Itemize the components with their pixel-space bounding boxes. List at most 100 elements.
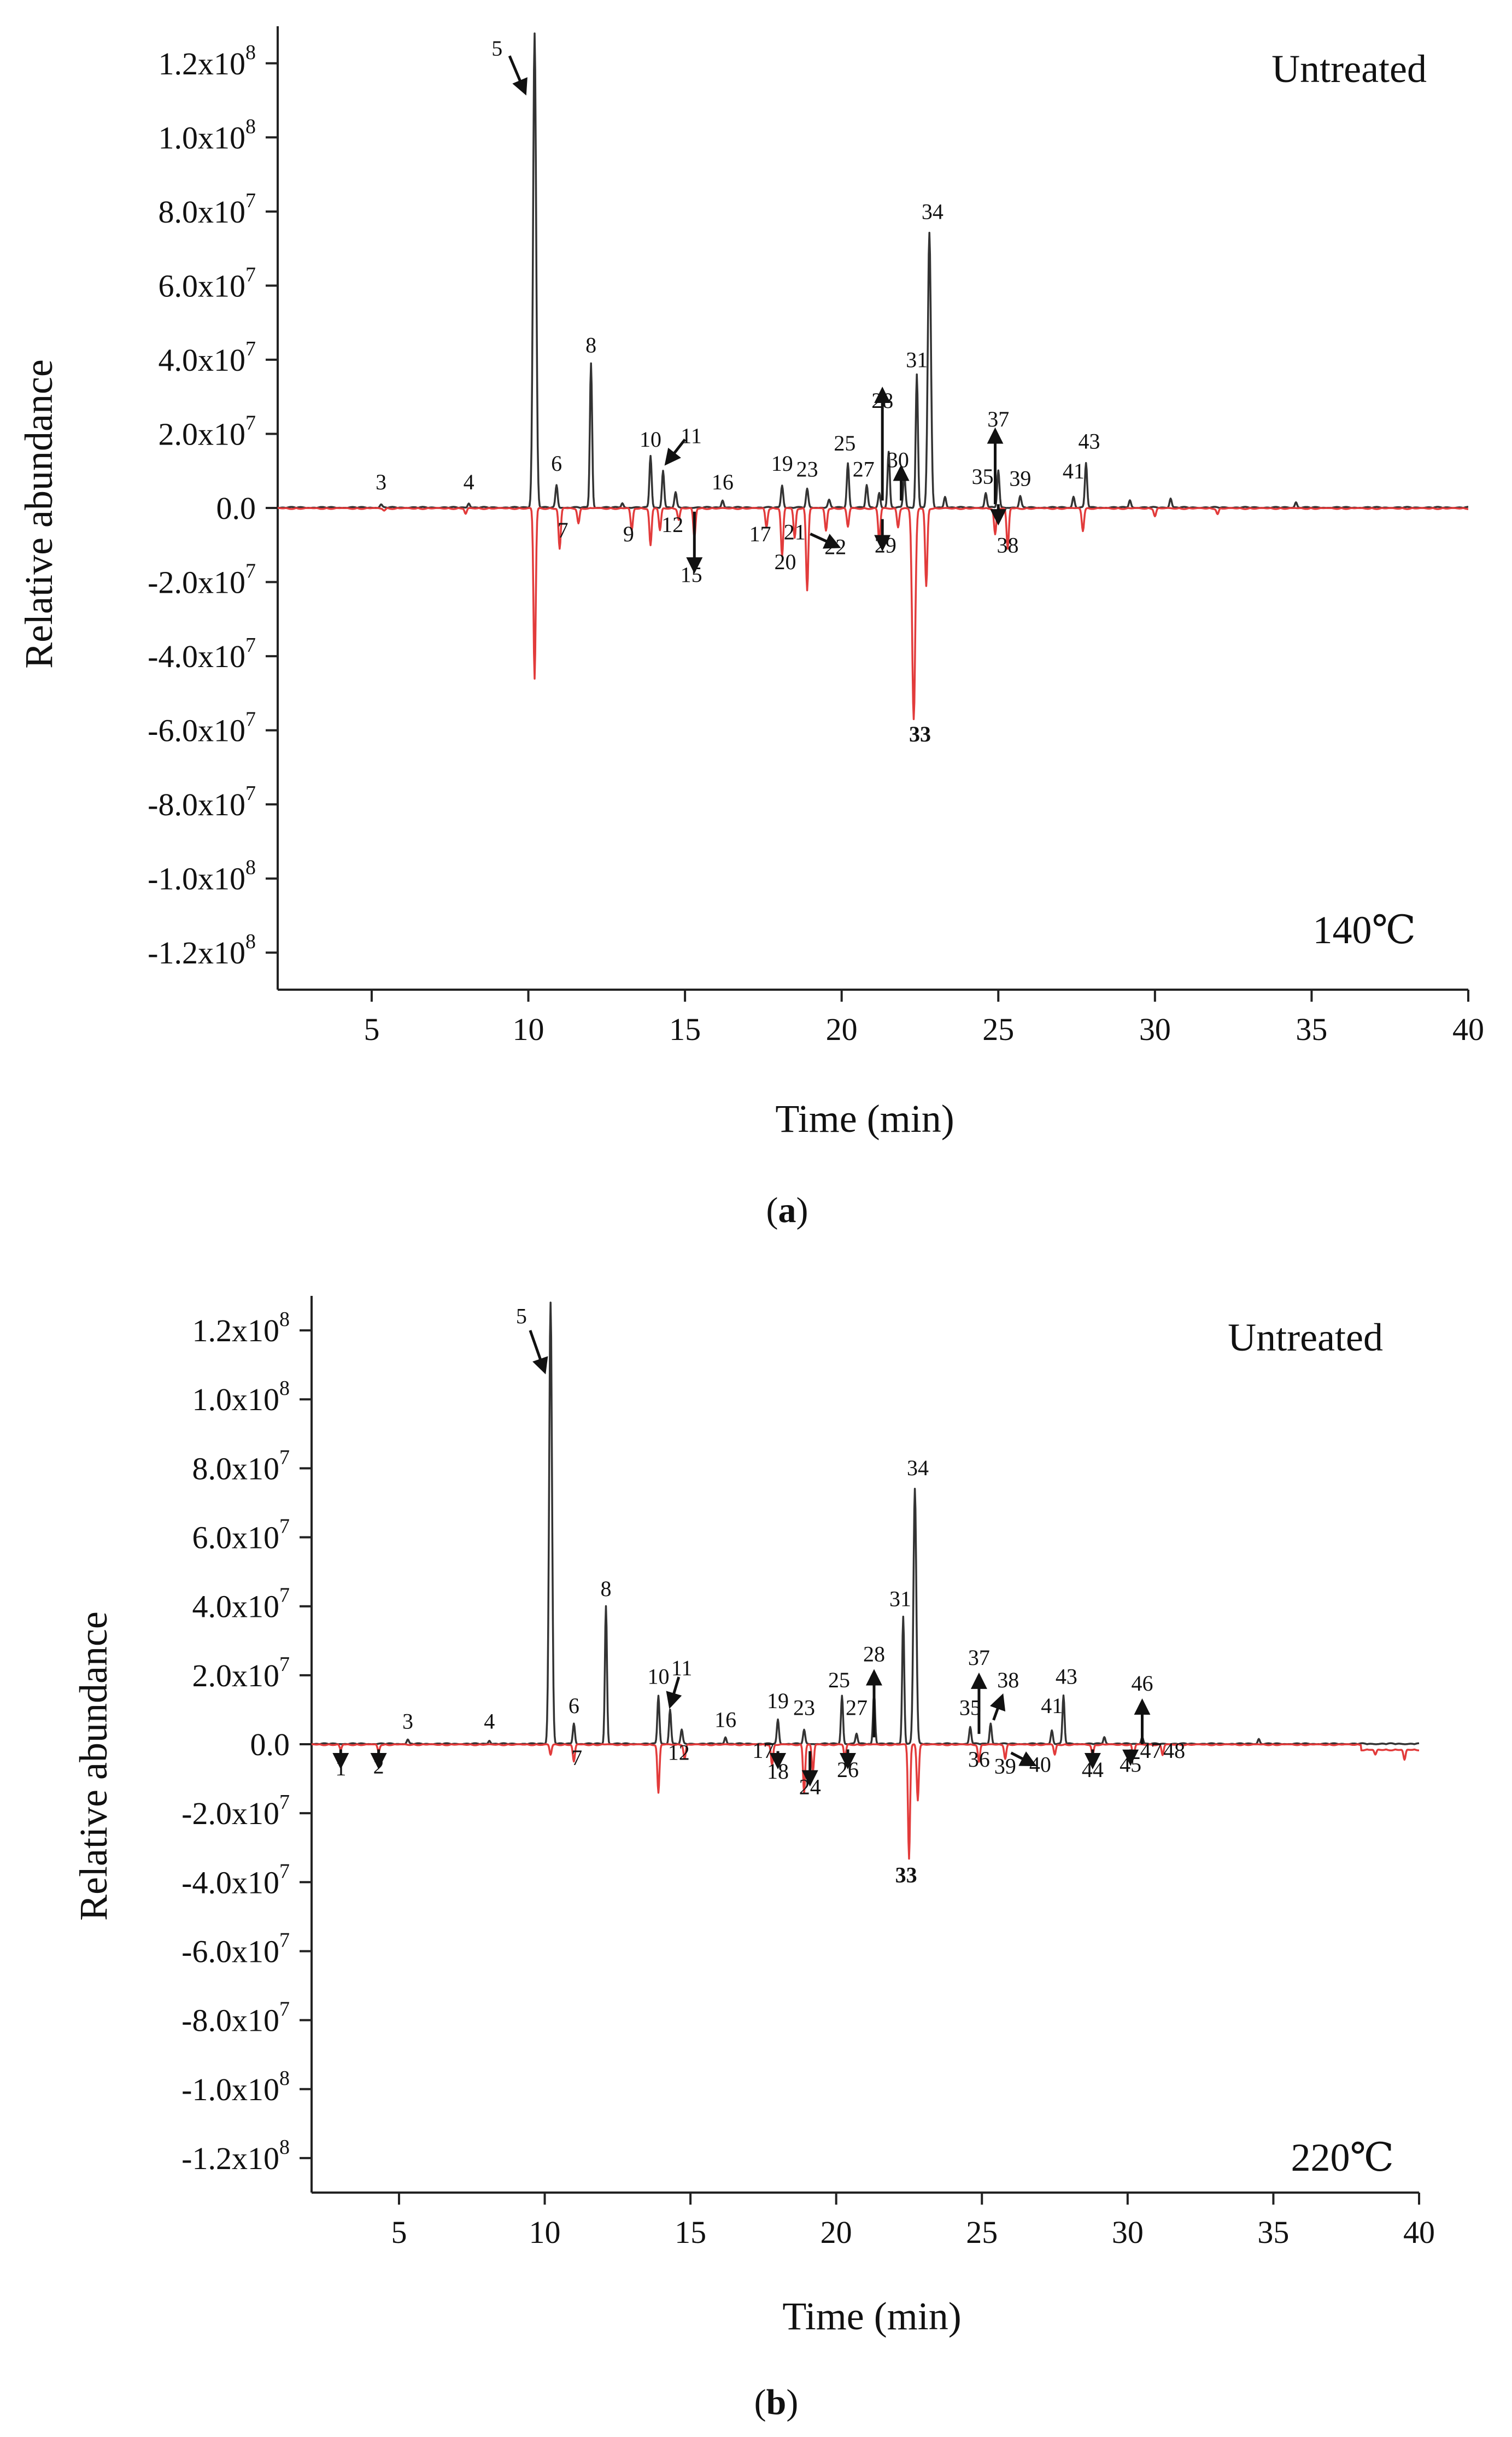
peak-label: 23 [796, 457, 818, 481]
peak-label: 41 [1041, 1693, 1063, 1718]
x-tick-label: 10 [513, 1012, 544, 1047]
peak-label: 30 [887, 447, 909, 472]
peak-label: 18 [767, 1759, 789, 1784]
peak-arrow [989, 1693, 1006, 1721]
panel-a-y-axis-title: Relative abundance [17, 359, 61, 669]
peak-label: 46 [1132, 1671, 1153, 1696]
panel-a-treatment-label: 140℃ [1312, 908, 1416, 952]
peak-label: 40 [1029, 1752, 1051, 1776]
y-tick-label: 6.0x107 [192, 1515, 290, 1556]
peak-label: 5 [516, 1304, 527, 1328]
y-tick-label: -2.0x107 [181, 1791, 290, 1831]
peak-arrow [664, 439, 687, 466]
peak-label: 11 [671, 1656, 693, 1680]
y-tick-label: -8.0x107 [181, 1998, 290, 2038]
peak-label: 28 [863, 1642, 885, 1667]
panel-a-x-axis-title: Time (min) [775, 1097, 954, 1141]
peak-label: 17 [749, 522, 771, 546]
x-tick-label: 25 [982, 1012, 1014, 1047]
peak-arrow [508, 55, 528, 96]
panel-b-treatment-label: 220℃ [1291, 2136, 1394, 2179]
panel-a: Untreated 140℃ Relative abundance Time (… [17, 26, 1484, 1230]
y-tick-label: 8.0x107 [159, 189, 256, 230]
y-tick-label: 2.0x107 [159, 411, 256, 452]
peak-label: 21 [784, 520, 806, 545]
y-tick-label: 1.2x108 [192, 1308, 290, 1348]
peak-label: 3 [376, 470, 386, 494]
peak-label: 8 [585, 332, 596, 357]
peak-label: 35 [959, 1695, 981, 1720]
peak-label: 26 [837, 1757, 859, 1782]
peak-arrow [529, 1330, 548, 1375]
panel-a-trace-treated [277, 507, 1469, 721]
y-tick-label: -8.0x107 [148, 782, 256, 822]
peak-label: 9 [623, 522, 634, 546]
peak-label: 6 [551, 451, 562, 476]
x-tick-label: 25 [966, 2214, 998, 2250]
x-tick-label: 35 [1257, 2214, 1289, 2250]
peak-label: 4 [484, 1709, 495, 1734]
x-tick-label: 35 [1296, 1012, 1327, 1047]
peak-arrow [1010, 1751, 1037, 1767]
peak-label: 37 [968, 1645, 990, 1670]
panel-b-caption: (b) [754, 2382, 799, 2422]
y-tick-label: -1.0x108 [148, 856, 256, 897]
peak-label: 48 [1163, 1738, 1185, 1763]
peak-label: 35 [972, 464, 994, 489]
peak-label: 24 [799, 1774, 821, 1799]
x-tick-label: 5 [391, 2214, 407, 2250]
y-tick-label: -2.0x107 [148, 560, 256, 600]
peak-label: 15 [681, 563, 702, 587]
peak-label: 47 [1140, 1738, 1162, 1763]
y-tick-label: -4.0x107 [148, 634, 256, 674]
y-tick-label: 6.0x107 [159, 263, 256, 303]
panel-b-caption-letter: b [766, 2382, 787, 2422]
x-tick-label: 30 [1139, 1012, 1171, 1047]
y-tick-label: -1.0x108 [181, 2067, 290, 2107]
peak-label: 6 [569, 1693, 579, 1718]
peak-label: 10 [647, 1664, 669, 1689]
peak-label: 11 [681, 423, 702, 448]
peak-label: 44 [1082, 1757, 1104, 1782]
peak-label: 38 [997, 1668, 1019, 1692]
y-tick-label: 8.0x107 [192, 1446, 290, 1486]
peak-label: 38 [997, 533, 1018, 557]
peak-label: 34 [907, 1456, 929, 1480]
peak-label: 25 [828, 1668, 850, 1692]
y-tick-label: 1.2x108 [159, 41, 256, 81]
panel-b: Untreated 220℃ Relative abundance Time (… [72, 1296, 1435, 2422]
peak-label: 31 [906, 347, 928, 372]
peak-label: 19 [771, 451, 793, 476]
y-tick-label: -1.2x108 [148, 930, 256, 971]
peak-label: 4 [464, 470, 474, 494]
x-tick-label: 40 [1452, 1012, 1484, 1047]
peak-label: 29 [875, 533, 896, 557]
peak-label: 20 [775, 550, 796, 574]
peak-label: 12 [661, 512, 683, 537]
peak-label: 10 [640, 427, 661, 452]
y-tick-label: 2.0x107 [192, 1653, 290, 1693]
peak-label: 25 [834, 431, 855, 455]
peak-label: 2 [373, 1754, 384, 1779]
peak-label: 39 [994, 1754, 1016, 1779]
peak-label: 8 [600, 1576, 611, 1601]
peak-label: 33 [895, 1862, 917, 1887]
panel-b-x-axis-title: Time (min) [782, 2294, 961, 2338]
x-tick-label: 15 [669, 1012, 701, 1047]
peak-label: 5 [491, 36, 502, 61]
peak-label: 34 [922, 199, 943, 224]
x-tick-label: 20 [821, 2214, 852, 2250]
peak-label: 39 [1009, 466, 1031, 490]
y-tick-label: -6.0x107 [148, 708, 256, 749]
panel-a-caption-letter: a [778, 1190, 796, 1230]
peak-label: 27 [846, 1695, 868, 1720]
panel-b-y-axis-title: Relative abundance [72, 1611, 115, 1921]
x-tick-label: 20 [826, 1012, 858, 1047]
peak-label: 28 [871, 388, 893, 413]
x-tick-label: 30 [1112, 2214, 1144, 2250]
peak-label: 45 [1120, 1752, 1141, 1776]
peak-label: 7 [571, 1745, 582, 1770]
peak-label: 12 [668, 1740, 690, 1764]
y-tick-label: 4.0x107 [192, 1584, 290, 1624]
